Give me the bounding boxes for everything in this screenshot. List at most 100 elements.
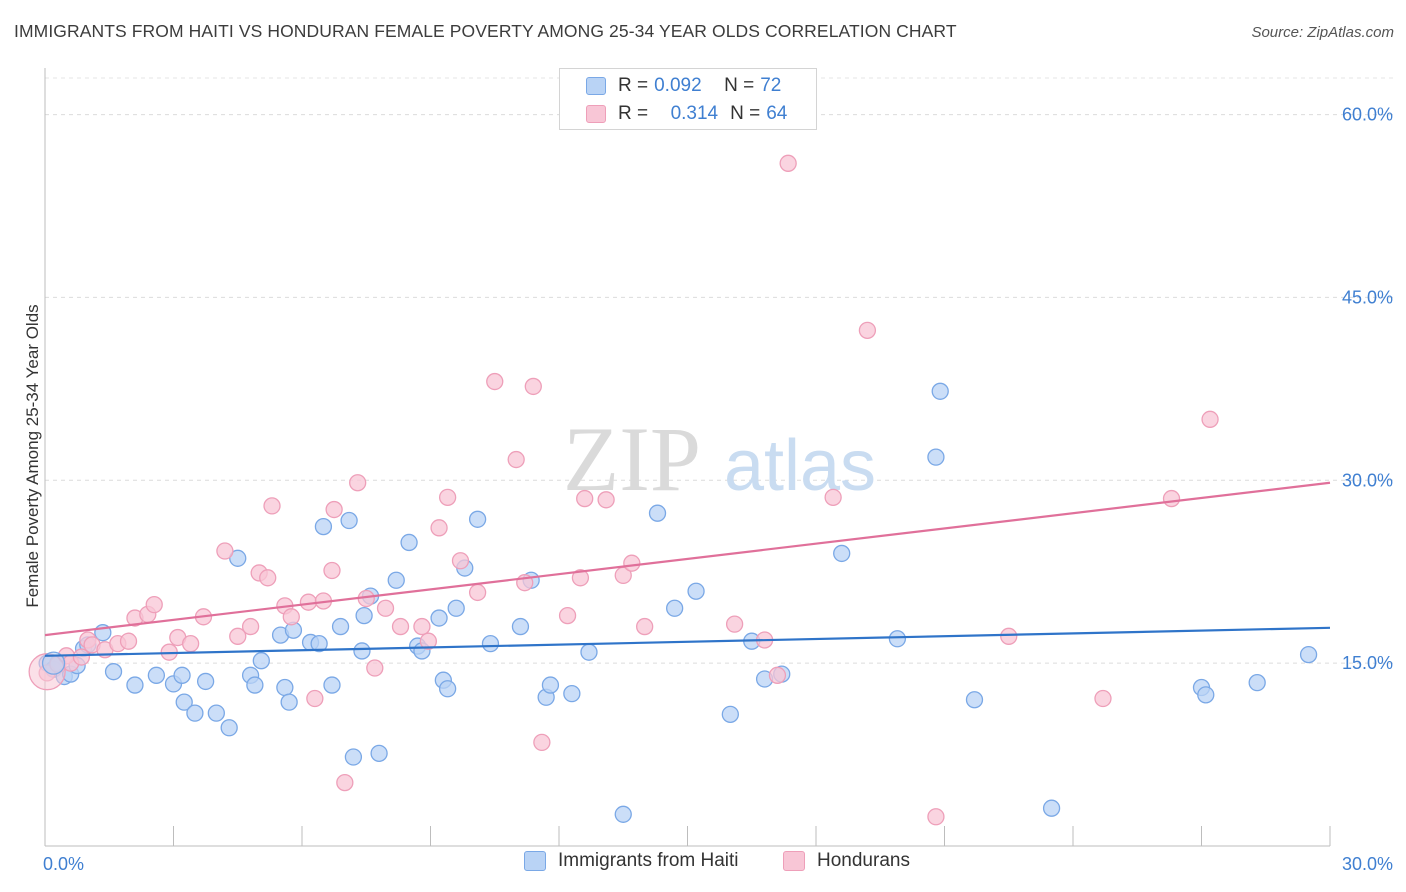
legend-label-hondurans: Hondurans (817, 850, 910, 871)
legend-item-hondurans[interactable]: Hondurans (783, 850, 910, 872)
x-tick-label: 0.0% (43, 854, 84, 874)
legend-row-hondurans: R = 0.314 N = 64 (586, 101, 787, 127)
data-point-haiti (147, 666, 166, 684)
legend-n-label: N = (730, 103, 761, 124)
data-point-hondurans (349, 474, 367, 492)
data-point-haiti (220, 719, 238, 737)
data-point-haiti (104, 663, 123, 681)
data-point-hondurans (779, 154, 797, 172)
data-point-hondurans (376, 599, 395, 617)
data-point-hondurans (241, 617, 260, 636)
data-point-haiti (927, 448, 945, 466)
x-tick-label: 30.0% (1342, 854, 1393, 874)
trend-lines (44, 481, 1331, 657)
data-point-haiti (1042, 799, 1061, 817)
grid-lines (45, 77, 1394, 664)
data-point-hondurans (259, 569, 277, 587)
data-point-haiti (207, 704, 225, 722)
y-tick-label: 45.0% (1342, 287, 1393, 307)
data-point-hondurans (597, 491, 615, 509)
data-point-hondurans (507, 450, 525, 469)
data-point-haiti (310, 634, 328, 653)
legend-r-label: R = (618, 75, 649, 96)
data-point-hondurans (438, 488, 457, 507)
legend-n-label: N = (724, 75, 755, 96)
data-point-hondurans (524, 377, 542, 396)
data-point-haiti (580, 643, 598, 661)
series-legend: Immigrants from Haiti Hondurans (0, 850, 1406, 878)
data-point-hondurans (216, 542, 234, 560)
data-point-hondurans (323, 561, 341, 580)
data-point-hondurans (119, 632, 138, 650)
data-point-haiti (648, 504, 667, 522)
data-point-haiti (563, 684, 581, 703)
data-point-hondurans (1162, 489, 1181, 508)
data-point-haiti (175, 693, 193, 711)
data-point-hondurans (486, 372, 504, 391)
data-point-hondurans (636, 617, 654, 636)
data-point-hondurans (430, 519, 448, 537)
source-label: Source: ZipAtlas.com (1251, 24, 1394, 41)
data-point-hondurans (72, 648, 91, 666)
data-point-haiti (965, 691, 984, 709)
data-point-haiti (186, 704, 204, 722)
data-point-hondurans (858, 321, 877, 339)
data-point-haiti (481, 634, 500, 653)
data-point-hondurans (145, 595, 163, 614)
legend-row-haiti: R = 0.092 N = 72 (586, 73, 781, 99)
data-point-hondurans (282, 608, 300, 626)
data-point-haiti (1197, 686, 1215, 704)
data-point-hondurans (451, 552, 470, 570)
data-point-hondurans (413, 617, 431, 636)
data-point-haiti (246, 676, 264, 694)
data-point-haiti (252, 652, 270, 670)
data-point-haiti (511, 617, 530, 636)
data-point-haiti (430, 609, 448, 627)
data-point-haiti (353, 642, 371, 660)
data-point-haiti (196, 672, 215, 691)
series-haiti (38, 382, 1318, 823)
data-point-haiti (126, 676, 144, 694)
data-point-haiti (541, 676, 560, 694)
chart-title: IMMIGRANTS FROM HAITI VS HONDURAN FEMALE… (14, 21, 957, 41)
data-point-hondurans (824, 488, 842, 507)
data-point-hondurans (366, 659, 384, 677)
axes (44, 68, 1331, 847)
data-point-haiti (355, 606, 373, 625)
data-point-haiti (344, 748, 363, 766)
data-point-haiti (687, 582, 705, 600)
data-point-haiti (280, 693, 298, 711)
data-point-hondurans (725, 615, 744, 633)
data-point-hondurans (263, 497, 281, 515)
data-point-haiti (314, 517, 333, 536)
data-point-hondurans (558, 606, 577, 625)
legend-swatch-haiti (524, 851, 546, 871)
data-point-hondurans (1000, 627, 1018, 645)
data-point-haiti (370, 744, 388, 763)
y-tick-label: 60.0% (1342, 105, 1393, 125)
y-tick-label: 30.0% (1342, 470, 1393, 490)
data-point-hondurans (229, 627, 247, 645)
trend-line-haiti (44, 626, 1331, 657)
data-point-hondurans (768, 666, 787, 684)
data-point-hondurans (306, 689, 324, 708)
data-point-hondurans (391, 617, 410, 636)
data-point-haiti (340, 511, 358, 530)
data-point-hondurans (576, 489, 594, 508)
data-point-haiti (173, 666, 191, 684)
data-point-haiti (229, 549, 247, 567)
legend-item-haiti[interactable]: Immigrants from Haiti (524, 850, 739, 872)
data-point-haiti (888, 630, 907, 648)
data-point-haiti (447, 599, 465, 617)
legend-r-label: R = (618, 103, 649, 124)
data-point-haiti (721, 705, 739, 723)
data-point-haiti (387, 571, 405, 589)
data-point-haiti (331, 617, 350, 636)
data-point-hondurans (533, 733, 551, 752)
data-point-hondurans (1201, 410, 1219, 428)
data-point-haiti (276, 678, 294, 697)
watermark: ZIP atlas (563, 408, 876, 510)
legend-label-haiti: Immigrants from Haiti (558, 850, 739, 871)
y-tick-label: 15.0% (1342, 653, 1393, 673)
